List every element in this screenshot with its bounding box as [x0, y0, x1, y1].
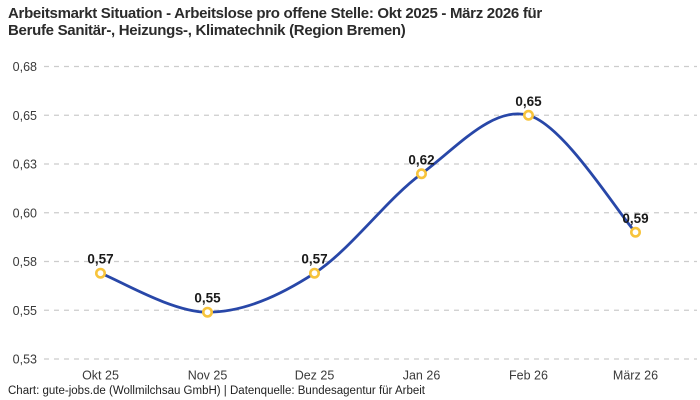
data-point-marker[interactable]	[202, 306, 214, 318]
chart-title-line2: Berufe Sanitär-, Heizungs-, Klimatechnik…	[8, 22, 406, 39]
y-tick-label: 0,68	[13, 60, 37, 74]
data-point-label: 0,62	[408, 152, 434, 167]
data-point-label: 0,65	[515, 94, 542, 109]
x-axis-label: Okt 25	[82, 369, 119, 383]
chart-credit: Chart: gute-jobs.de (Wollmilchsau GmbH) …	[8, 385, 425, 397]
data-point-marker[interactable]	[95, 267, 107, 279]
y-tick-label: 0,53	[13, 353, 37, 367]
data-point-marker[interactable]	[308, 267, 320, 279]
x-axis-label: Jan 26	[403, 369, 441, 383]
chart-title-line1: Arbeitsmarkt Situation - Arbeitslose pro…	[8, 5, 542, 22]
data-point-label: 0,57	[87, 252, 113, 267]
data-point-marker[interactable]	[415, 168, 427, 180]
x-axis-label: März 26	[613, 369, 658, 383]
data-point-label: 0,59	[622, 211, 648, 226]
chart-title: Arbeitsmarkt Situation - Arbeitslose pro…	[8, 5, 542, 39]
data-point-label: 0,55	[194, 291, 221, 306]
y-tick-label: 0,55	[13, 304, 37, 318]
y-tick-label: 0,65	[13, 109, 37, 123]
data-point-label: 0,57	[301, 252, 327, 267]
y-tick-label: 0,58	[13, 255, 37, 269]
data-point-marker[interactable]	[522, 109, 534, 121]
y-tick-label: 0,63	[13, 158, 37, 172]
x-axis-label: Nov 25	[188, 369, 228, 383]
data-point-marker[interactable]	[629, 226, 641, 238]
x-axis-label: Feb 26	[509, 369, 548, 383]
x-axis-label: Dez 25	[295, 369, 335, 383]
y-tick-label: 0,60	[13, 206, 37, 220]
